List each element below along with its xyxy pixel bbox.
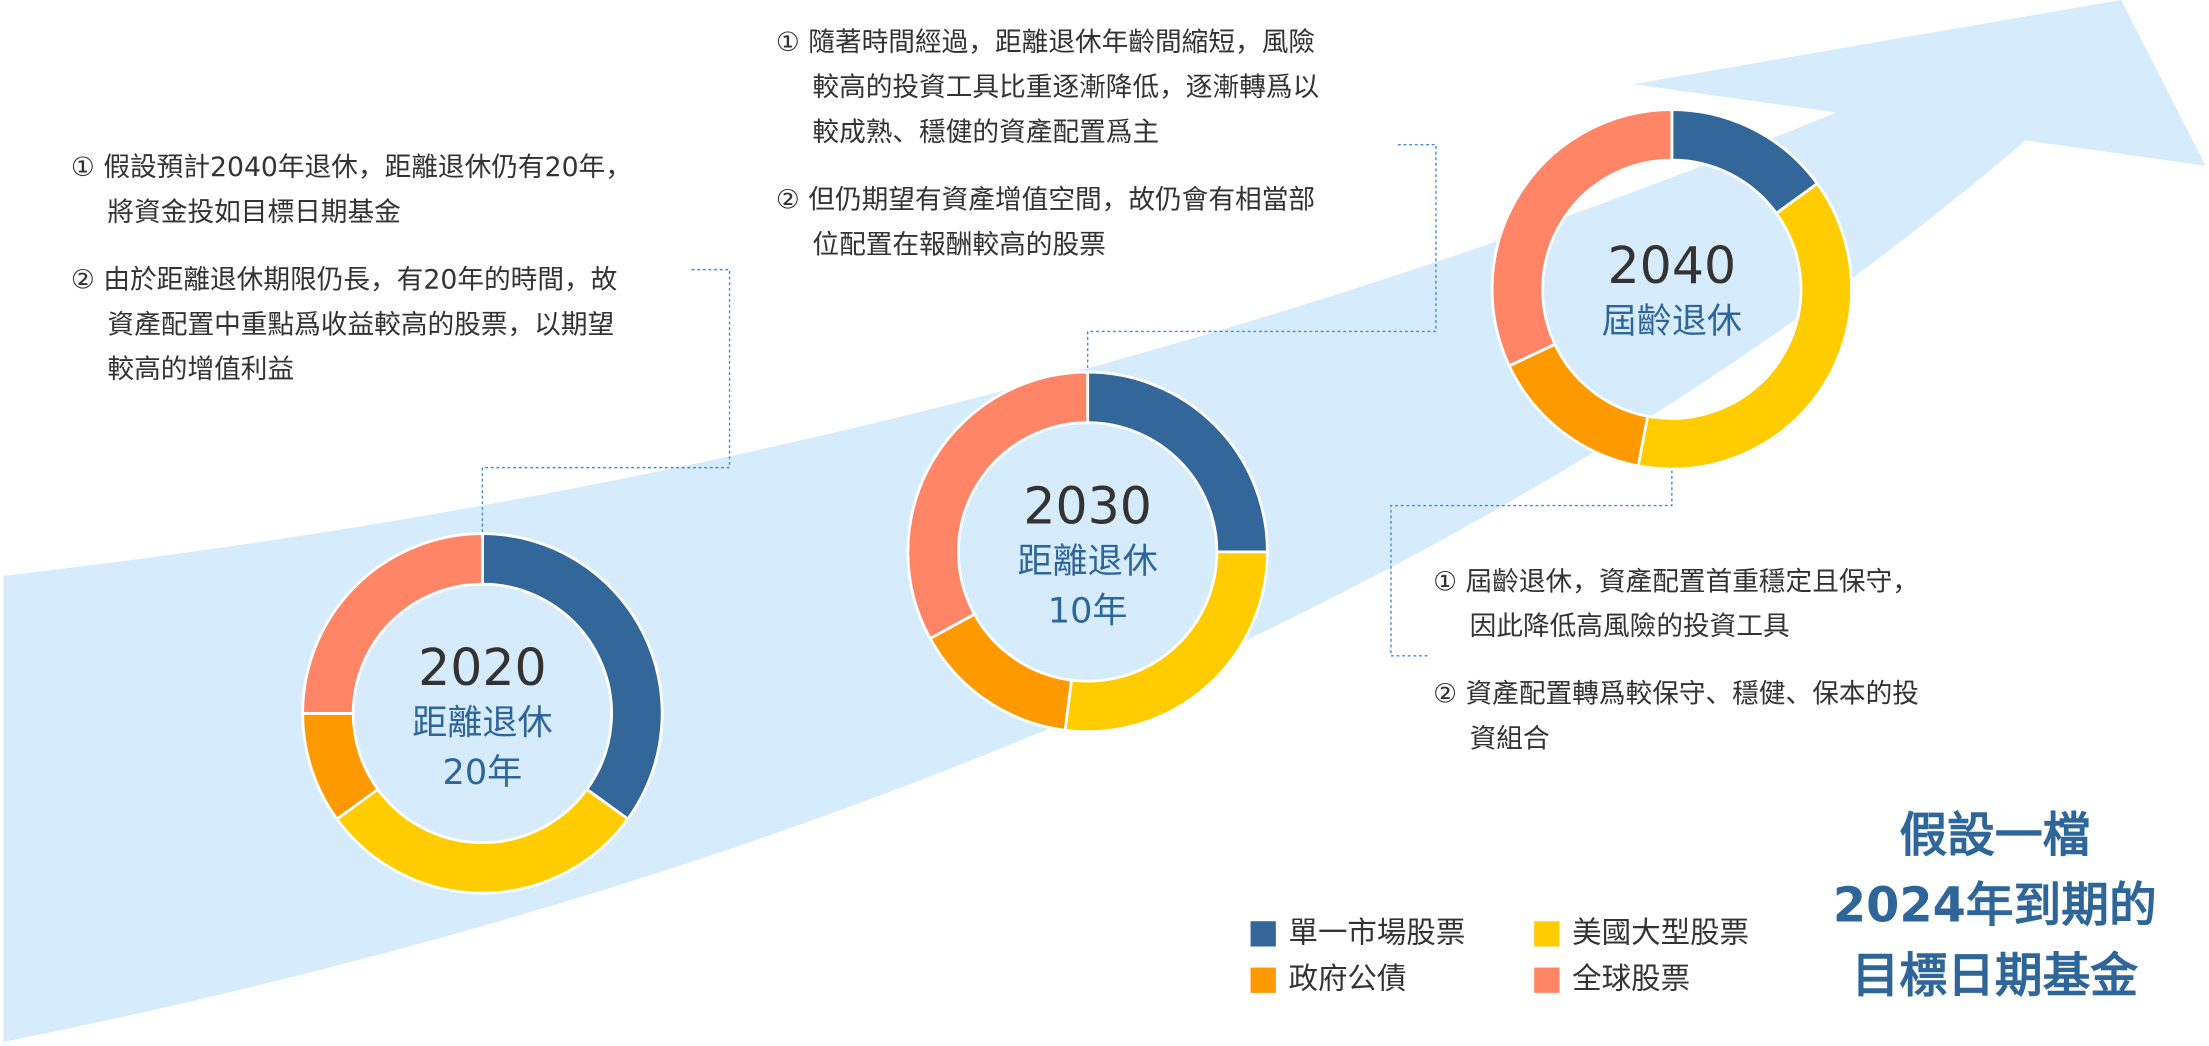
title-line: 假設一檔	[1899, 808, 2090, 863]
donut-label: 10年	[1048, 590, 1128, 631]
donut-segment	[480, 532, 664, 822]
note-line: ② 由於距離退休期限仍長，有20年的時間，故	[71, 264, 617, 295]
title-line: 目標日期基金	[1852, 949, 2139, 1004]
donut-segment	[1490, 108, 1674, 368]
note-line: ② 資產配置轉爲較保守、穩健、保本的投	[1433, 679, 1919, 710]
legend-label: 全球股票	[1572, 962, 1690, 996]
connector	[1390, 470, 1673, 657]
note-line: ① 假設預計2040年退休，距離退休仍有20年，	[71, 152, 632, 183]
legend-label: 美國大型股票	[1572, 915, 1749, 949]
donut-segment	[301, 532, 484, 715]
donut-year: 2040	[1608, 236, 1737, 295]
note-line: ① 屆齡退休，資產配置首重穩定且保守，	[1433, 566, 1919, 597]
note-line: ② 但仍期望有資產增值空間，故仍會有相當部	[776, 184, 1315, 215]
legend-label: 政府公債	[1288, 962, 1406, 996]
note-line: 因此降低高風險的投資工具	[1470, 611, 1790, 642]
note-line: 資組合	[1470, 724, 1550, 755]
note-line: ① 隨著時間經過，距離退休年齡間縮短，風險	[776, 27, 1315, 58]
title-line: 2024年到期的	[1833, 879, 2157, 934]
growth-arrow	[3, 0, 2206, 1042]
note-line: 較成熟、穩健的資產配置爲主	[812, 117, 1159, 148]
note-line: 資產配置中重點爲收益較高的股票，以期望	[107, 309, 614, 340]
legend-swatch	[1534, 967, 1560, 993]
donut-label: 距離退休	[1017, 541, 1157, 582]
donut-segment	[1636, 181, 1853, 471]
note-line: 較高的增值利益	[107, 354, 294, 385]
legend-swatch	[1250, 921, 1276, 947]
donut-segment	[906, 370, 1090, 641]
note-line: 位配置在報酬較高的股票	[812, 229, 1105, 260]
legend-swatch	[1534, 921, 1560, 947]
donut-label: 20年	[443, 752, 523, 793]
donut-year: 2020	[418, 638, 547, 697]
note-line: 將資金投如目標日期基金	[107, 197, 400, 228]
donut-label: 屆齡退休	[1602, 301, 1742, 342]
donut-segment	[335, 787, 630, 895]
donut-year: 2030	[1023, 476, 1152, 535]
legend-label: 單一市場股票	[1288, 915, 1465, 949]
donut-label: 距離退休	[412, 703, 552, 744]
note-line: 較高的投資工具比重逐漸降低，逐漸轉爲以	[812, 72, 1319, 103]
legend-swatch	[1250, 967, 1276, 993]
